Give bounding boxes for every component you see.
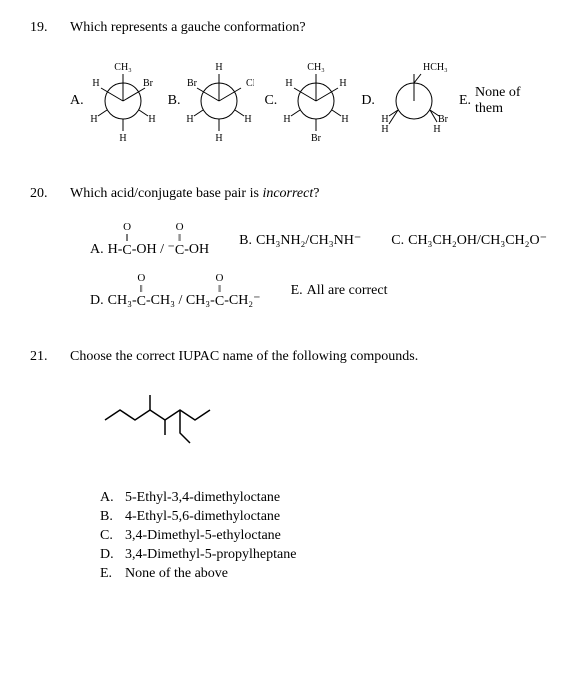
q21-header: 21. Choose the correct IUPAC name of the… <box>30 349 551 365</box>
q21-a-label: A. <box>100 490 125 506</box>
q20-a-formula: H-O‖C-OH / ⁻O‖C-OH <box>108 222 210 258</box>
q21-option-b: B.4-Ethyl-5,6-dimethyloctane <box>100 509 551 525</box>
q21-option-e: E.None of the above <box>100 566 551 582</box>
q21-b-text: 4-Ethyl-5,6-dimethyloctane <box>125 509 280 524</box>
q20-a-label: A. <box>90 242 104 258</box>
q21-e-text: None of the above <box>125 566 228 581</box>
q19-option-a: A. CH₃ H Br H H H <box>70 56 158 146</box>
q20-option-e: E. All are correct <box>291 283 388 299</box>
newman-c-icon: CH₃ H H H H Br <box>281 56 351 146</box>
svg-text:Br: Br <box>143 78 154 89</box>
q19-c-label: C. <box>264 93 277 109</box>
svg-text:CH₃: CH₃ <box>114 62 131 73</box>
q20-c-text: CH₃CH₂OH/CH₃CH₂O⁻ <box>408 232 547 249</box>
q21-e-label: E. <box>100 566 125 582</box>
q21-structure <box>100 385 551 470</box>
question-21: 21. Choose the correct IUPAC name of the… <box>30 349 551 582</box>
svg-text:H: H <box>148 114 155 125</box>
svg-text:Br: Br <box>187 78 198 89</box>
q21-option-d: D.3,4-Dimethyl-5-propylheptane <box>100 547 551 563</box>
q21-d-label: D. <box>100 547 125 563</box>
newman-d-icon: HCH₃ H H Br H <box>379 56 449 146</box>
q21-number: 21. <box>30 349 70 365</box>
q19-e-text: None of them <box>475 85 551 117</box>
q21-a-text: 5-Ethyl-3,4-dimethyloctane <box>125 490 280 505</box>
svg-text:H: H <box>381 124 388 135</box>
q19-d-label: D. <box>361 93 375 109</box>
svg-text:H: H <box>284 114 291 125</box>
q20-header: 20. Which acid/conjugate base pair is in… <box>30 186 551 202</box>
q20-e-text: All are correct <box>307 283 388 299</box>
q21-option-c: C.3,4-Dimethyl-5-ethyloctane <box>100 528 551 544</box>
q20-option-c: C. CH₃CH₂OH/CH₃CH₂O⁻ <box>391 232 547 249</box>
q19-prompt: Which represents a gauche conformation? <box>70 20 551 36</box>
skeletal-icon <box>100 385 240 465</box>
q21-d-text: 3,4-Dimethyl-5-propylheptane <box>125 547 296 562</box>
svg-text:Br: Br <box>311 133 322 144</box>
q20-c-label: C. <box>391 233 404 249</box>
q19-option-c: C. CH₃ H H H H Br <box>264 56 351 146</box>
q20-prompt-italic: incorrect <box>262 186 313 201</box>
svg-text:H: H <box>216 133 223 144</box>
q20-prompt: Which acid/conjugate base pair is incorr… <box>70 186 551 202</box>
newman-b-icon: H Br CH₃ H H H <box>184 56 254 146</box>
q20-row2: D. CH₃-O‖C-CH₃ / CH₃-O‖C-CH₂⁻ E. All are… <box>90 273 551 309</box>
q20-e-label: E. <box>291 283 303 299</box>
q20-option-a: A. H-O‖C-OH / ⁻O‖C-OH <box>90 222 209 258</box>
svg-text:H: H <box>187 114 194 125</box>
q20-b-label: B. <box>239 233 252 249</box>
svg-text:HCH₃: HCH₃ <box>423 62 448 73</box>
q19-a-label: A. <box>70 93 84 109</box>
q20-number: 20. <box>30 186 70 202</box>
q21-b-label: B. <box>100 509 125 525</box>
svg-text:H: H <box>119 133 126 144</box>
question-20: 20. Which acid/conjugate base pair is in… <box>30 186 551 309</box>
q20-d-formula: CH₃-O‖C-CH₃ / CH₃-O‖C-CH₂⁻ <box>108 273 261 309</box>
q21-prompt: Choose the correct IUPAC name of the fol… <box>70 349 551 365</box>
q19-number: 19. <box>30 20 70 36</box>
q20-option-d: D. CH₃-O‖C-CH₃ / CH₃-O‖C-CH₂⁻ <box>90 273 261 309</box>
q20-prompt-post: ? <box>313 186 319 201</box>
svg-text:CH₃: CH₃ <box>308 62 325 73</box>
q21-option-a: A.5-Ethyl-3,4-dimethyloctane <box>100 490 551 506</box>
svg-text:H: H <box>286 78 293 89</box>
q20-d-label: D. <box>90 293 104 309</box>
q20-b-text: CH₃NH₂/CH₃NH⁻ <box>256 232 361 249</box>
q21-c-label: C. <box>100 528 125 544</box>
q19-option-e: E. None of them <box>459 85 551 117</box>
svg-text:H: H <box>90 114 97 125</box>
q19-option-b: B. H Br CH₃ H H H <box>168 56 255 146</box>
q19-option-d: D. HCH₃ H H Br H <box>361 56 449 146</box>
q21-c-text: 3,4-Dimethyl-5-ethyloctane <box>125 528 281 543</box>
q20-prompt-pre: Which acid/conjugate base pair is <box>70 186 262 201</box>
svg-text:H: H <box>92 78 99 89</box>
svg-text:CH₃: CH₃ <box>246 78 254 89</box>
svg-text:H: H <box>433 124 440 135</box>
q20-row1: A. H-O‖C-OH / ⁻O‖C-OH B. CH₃NH₂/CH₃NH⁻ C… <box>90 222 551 258</box>
q19-options-row: A. CH₃ H Br H H H B. <box>70 56 551 146</box>
newman-a-icon: CH₃ H Br H H H <box>88 56 158 146</box>
svg-text:H: H <box>245 114 252 125</box>
q19-e-label: E. <box>459 93 471 109</box>
q19-header: 19. Which represents a gauche conformati… <box>30 20 551 36</box>
svg-text:H: H <box>340 78 347 89</box>
q19-b-label: B. <box>168 93 181 109</box>
svg-text:H: H <box>342 114 349 125</box>
question-19: 19. Which represents a gauche conformati… <box>30 20 551 146</box>
q20-option-b: B. CH₃NH₂/CH₃NH⁻ <box>239 232 361 249</box>
q21-options: A.5-Ethyl-3,4-dimethyloctane B.4-Ethyl-5… <box>100 490 551 582</box>
svg-text:H: H <box>216 62 223 73</box>
